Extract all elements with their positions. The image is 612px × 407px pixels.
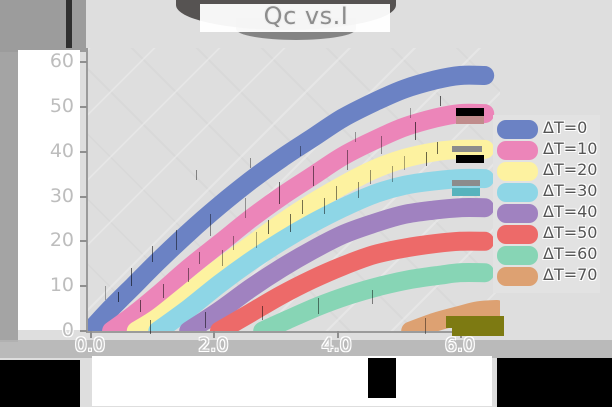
legend-item[interactable]: ΔT=10: [497, 139, 599, 160]
x-tick-label: 2.0: [198, 334, 229, 356]
legend-item[interactable]: ΔT=60: [497, 244, 599, 265]
legend-swatch: [497, 246, 538, 265]
chart-title: Qc vs.I: [263, 2, 349, 30]
y-tick-label: 60: [49, 50, 74, 72]
legend-item[interactable]: ΔT=40: [497, 202, 599, 223]
artifact-black-bottom-left: [0, 360, 80, 407]
legend-label: ΔT=0: [543, 118, 588, 137]
y-tick-label: 20: [49, 229, 74, 252]
y-tick-label: 10: [49, 274, 74, 297]
legend-label: ΔT=10: [543, 139, 598, 158]
y-tick: [80, 330, 87, 332]
series-line: [126, 139, 495, 341]
artifact-black-bottom-mid: [368, 358, 396, 398]
legend-swatch: [497, 204, 538, 223]
y-tick: [80, 105, 87, 108]
legend-label: ΔT=70: [543, 265, 598, 284]
y-tick-label: 40: [49, 139, 74, 162]
legend-swatch: [497, 225, 538, 244]
y-tick: [80, 150, 87, 153]
y-tick: [80, 195, 87, 198]
series-line: [102, 103, 495, 341]
legend-swatch: [497, 267, 538, 286]
legend-item[interactable]: ΔT=20: [497, 160, 599, 181]
series-curves: [80, 65, 507, 341]
x-tick-label: 6.0: [444, 334, 476, 356]
artifact-black-bottom-right: [497, 358, 612, 407]
legend-label: ΔT=20: [543, 160, 598, 179]
plot-area: [80, 48, 507, 341]
legend-item[interactable]: ΔT=70: [497, 265, 599, 286]
legend-swatch: [497, 183, 538, 202]
legend-item[interactable]: ΔT=30: [497, 181, 599, 202]
x-tick: [336, 331, 339, 338]
x-axis-title: I(A): [242, 372, 278, 396]
x-tick: [90, 331, 92, 338]
y-axis-line: [86, 48, 88, 333]
artifact-left-band-2: [0, 52, 18, 342]
series-line: [401, 300, 507, 341]
y-tick: [80, 61, 87, 63]
legend-swatch: [497, 141, 538, 160]
legend-item[interactable]: ΔT=0: [497, 118, 599, 139]
legend-label: ΔT=30: [543, 181, 598, 200]
legend-swatch: [497, 120, 538, 139]
series-line: [148, 168, 495, 341]
y-tick: [80, 240, 87, 243]
series-line: [253, 263, 495, 341]
legend-label: ΔT=40: [543, 202, 598, 221]
y-tick-label: 50: [49, 94, 74, 117]
legend[interactable]: ΔT=0 ΔT=10 ΔT=20 ΔT=30 ΔT=40 ΔT=50 ΔT=60 ΔT=70: [493, 115, 600, 293]
legend-label: ΔT=50: [543, 223, 598, 242]
x-tick-label: 0.0: [74, 334, 106, 356]
legend-swatch: [497, 162, 538, 181]
y-tick-label: 30: [49, 184, 74, 207]
x-tick: [213, 331, 216, 338]
series-line: [179, 198, 495, 341]
y-tick: [80, 285, 87, 288]
legend-label: ΔT=60: [543, 244, 598, 263]
series-line: [80, 65, 495, 341]
x-axis-line: [86, 331, 502, 333]
legend-item[interactable]: ΔT=50: [497, 223, 599, 244]
series-line: [210, 231, 495, 341]
y-tick-label: 0: [61, 319, 74, 341]
x-tick-label: 4.0: [321, 334, 352, 356]
